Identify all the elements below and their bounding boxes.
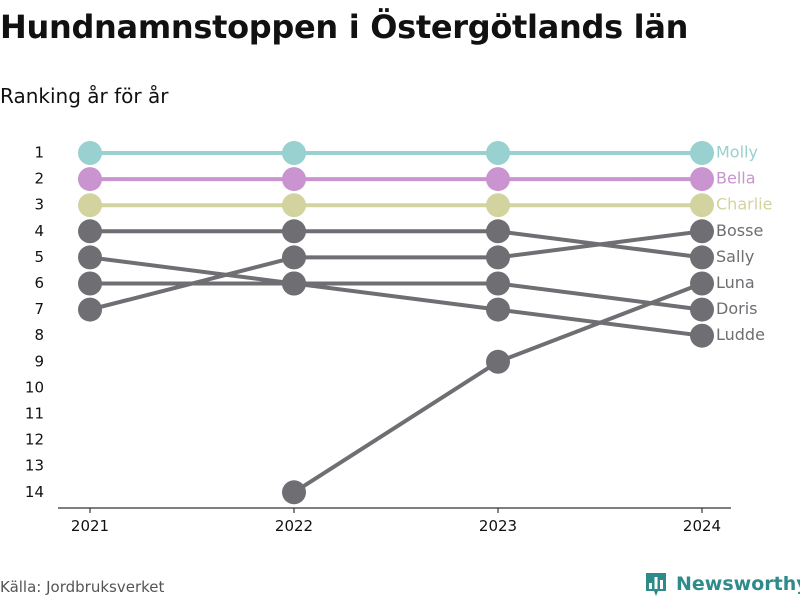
x-tick-label: 2022 bbox=[275, 517, 313, 535]
series-label-doris: Doris bbox=[716, 299, 757, 318]
series-label-charlie: Charlie bbox=[716, 195, 772, 214]
y-tick-label: 6 bbox=[34, 274, 44, 292]
data-point-bosse bbox=[78, 297, 102, 322]
y-tick-label: 7 bbox=[34, 300, 44, 318]
data-point-bosse bbox=[486, 245, 510, 270]
y-tick-label: 3 bbox=[34, 196, 44, 214]
data-point-sally bbox=[78, 219, 102, 244]
data-point-doris bbox=[690, 297, 714, 322]
data-point-luna bbox=[690, 271, 714, 296]
chart-title: Hundnamnstoppen i Östergötlands län bbox=[0, 8, 689, 46]
y-tick-label: 9 bbox=[34, 352, 44, 370]
brand-name: Newsworthy bbox=[676, 573, 800, 595]
series-label-bella: Bella bbox=[716, 169, 756, 188]
data-point-luna bbox=[486, 349, 510, 374]
data-point-bella bbox=[486, 167, 510, 192]
y-tick-label: 12 bbox=[25, 431, 44, 449]
data-point-charlie bbox=[486, 193, 510, 218]
data-point-ludde bbox=[486, 297, 510, 322]
x-tick-label: 2023 bbox=[479, 517, 517, 535]
data-point-bosse bbox=[690, 219, 714, 244]
data-point-doris bbox=[486, 271, 510, 296]
data-point-ludde bbox=[78, 245, 102, 270]
y-tick-label: 11 bbox=[25, 405, 44, 423]
series-label-sally: Sally bbox=[716, 247, 754, 266]
data-point-charlie bbox=[282, 193, 306, 218]
y-tick-label: 4 bbox=[34, 222, 44, 240]
y-tick-label: 1 bbox=[34, 144, 44, 162]
data-point-bella bbox=[78, 167, 102, 192]
data-point-sally bbox=[690, 245, 714, 270]
data-point-doris bbox=[78, 271, 102, 296]
source-note: Källa: Jordbruksverket bbox=[0, 578, 165, 596]
chart-subtitle: Ranking år för år bbox=[0, 84, 169, 108]
data-point-ludde bbox=[282, 271, 306, 296]
data-point-bella bbox=[282, 167, 306, 192]
data-point-charlie bbox=[78, 193, 102, 218]
series-line-sally bbox=[88, 229, 704, 260]
data-point-ludde bbox=[690, 323, 714, 348]
brand-logo: Newsworthy bbox=[644, 570, 800, 598]
x-tick-label: 2024 bbox=[683, 517, 721, 535]
data-point-sally bbox=[486, 219, 510, 244]
series-label-luna: Luna bbox=[716, 273, 755, 292]
data-point-luna bbox=[282, 480, 306, 505]
series-label-ludde: Ludde bbox=[716, 325, 765, 344]
data-point-molly bbox=[282, 141, 306, 165]
x-tick-label: 2021 bbox=[71, 517, 109, 535]
series-label-bosse: Bosse bbox=[716, 221, 763, 240]
y-tick-label: 5 bbox=[34, 248, 44, 266]
data-point-bella bbox=[690, 167, 714, 192]
y-tick-label: 10 bbox=[25, 378, 44, 396]
series-line-doris bbox=[88, 281, 704, 312]
y-tick-label: 13 bbox=[25, 457, 44, 475]
data-point-charlie bbox=[690, 193, 714, 218]
data-point-molly bbox=[486, 141, 510, 165]
data-point-bosse bbox=[282, 245, 306, 270]
y-tick-label: 2 bbox=[34, 170, 44, 188]
y-tick-label: 14 bbox=[25, 483, 44, 501]
series-line-ludde bbox=[88, 255, 704, 338]
y-tick-label: 8 bbox=[34, 326, 44, 344]
bar-chart-logo-icon bbox=[646, 573, 666, 596]
data-point-molly bbox=[78, 141, 102, 165]
series-label-molly: Molly bbox=[716, 143, 758, 162]
data-point-sally bbox=[282, 219, 306, 244]
data-point-molly bbox=[690, 141, 714, 165]
